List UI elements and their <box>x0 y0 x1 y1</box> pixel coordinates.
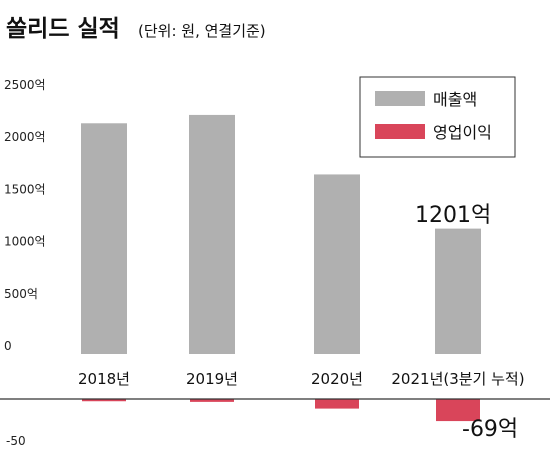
legend-swatch-sales <box>375 91 425 106</box>
bar-sales-0 <box>81 123 127 354</box>
bar-sales-3 <box>435 228 481 354</box>
chart-subtitle: (단위: 원, 연결기준) <box>138 22 266 40</box>
bar-op-2 <box>315 399 359 409</box>
bar-sales-2 <box>314 174 360 354</box>
bar-op-0 <box>82 399 126 402</box>
category-label-0: 2018년 <box>78 370 130 388</box>
y-axis-ticks: 2500억 2000억 1500억 1000억 500억 0 <box>4 78 46 353</box>
y-tick-label-2: 1500억 <box>4 182 46 196</box>
y-tick-label-3: 1000억 <box>4 235 46 249</box>
x-axis-labels: 2018년 2019년 2020년 2021년(3분기 누적) <box>78 370 525 388</box>
chart-title: 쏠리드 실적 <box>6 16 120 42</box>
legend: 매출액 영업이익 <box>359 76 516 158</box>
annotation-sales-2021: 1201억 <box>415 203 491 228</box>
legend-box <box>359 76 516 158</box>
annotation-op-2021: -69억 <box>462 417 518 442</box>
y-tick-label-4: 500억 <box>4 287 38 301</box>
bottom-y-tick: -50 <box>6 434 26 448</box>
bar-sales-1 <box>189 114 235 354</box>
category-label-1: 2019년 <box>186 370 238 388</box>
category-label-3: 2021년(3분기 누적) <box>391 370 524 388</box>
legend-label-sales: 매출액 <box>433 90 477 109</box>
bars <box>81 114 481 422</box>
legend-swatch-op <box>375 124 425 139</box>
y-tick-label-0: 2500억 <box>4 78 46 92</box>
category-label-2: 2020년 <box>311 370 363 388</box>
legend-label-op: 영업이익 <box>433 123 492 142</box>
bar-op-1 <box>190 399 234 402</box>
y-tick-label-5: 0 <box>4 339 12 353</box>
bar-op-3 <box>436 399 480 422</box>
y-tick-label-1: 2000억 <box>4 130 46 144</box>
